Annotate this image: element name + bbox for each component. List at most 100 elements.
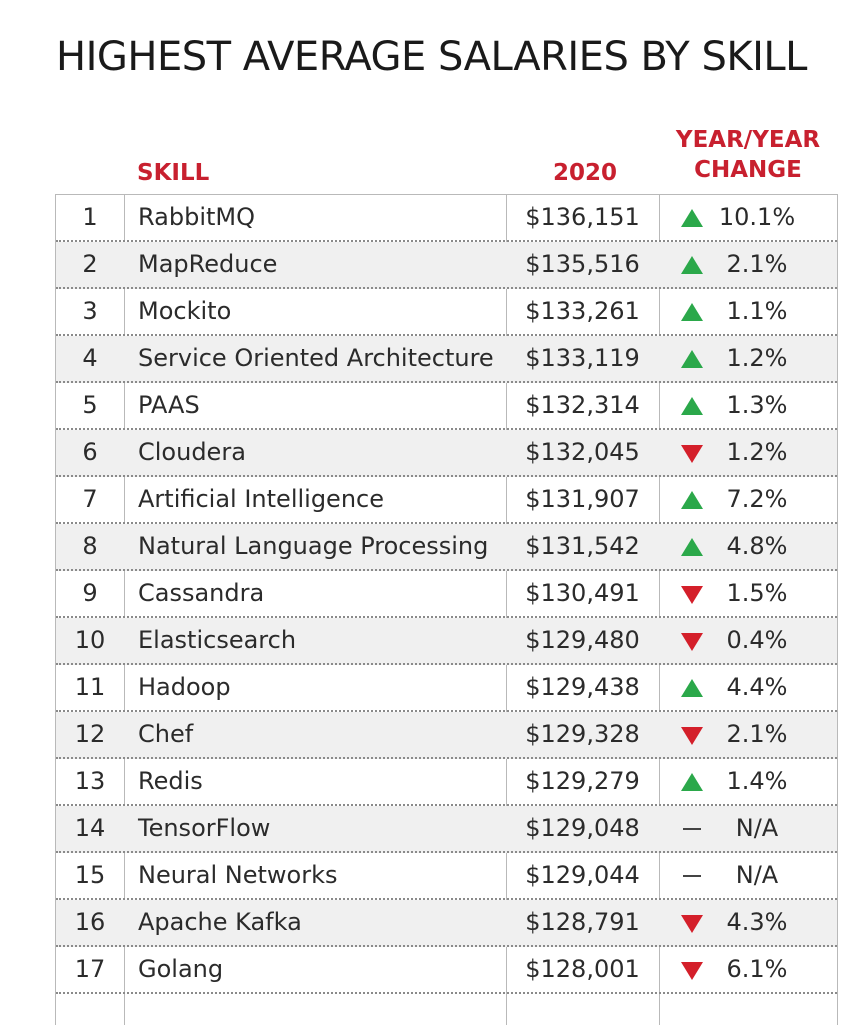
salary-cell: $132,314 <box>525 391 640 419</box>
down-arrow-icon <box>681 586 703 604</box>
salary-cell: $129,438 <box>525 673 640 701</box>
up-arrow-icon <box>681 397 703 415</box>
change-cell: 1.2% <box>661 430 837 475</box>
table-row: 10 Elasticsearch $129,480 0.4% <box>56 618 837 665</box>
change-value: 4.8% <box>726 532 788 560</box>
skill-cell: Golang <box>138 955 224 983</box>
table-row: 12 Chef $129,328 2.1% <box>56 712 837 759</box>
rank-cell: 1 <box>82 203 98 231</box>
change-value: 7.2% <box>726 485 788 513</box>
rank-cell: 9 <box>82 579 98 607</box>
change-value: 1.3% <box>726 391 788 419</box>
change-divider <box>659 195 660 1025</box>
change-header-line-2: CHANGE <box>694 157 802 183</box>
change-cell: 4.3% <box>661 900 837 945</box>
skill-cell: Cloudera <box>138 438 246 466</box>
table-row: 9 Cassandra $130,491 1.5% <box>56 571 837 618</box>
change-cell: 4.4% <box>661 665 837 710</box>
change-cell: 1.5% <box>661 571 837 616</box>
change-value: N/A <box>735 814 779 842</box>
up-arrow-icon <box>681 303 703 321</box>
salary-cell: $133,261 <box>525 297 640 325</box>
salary-divider <box>506 195 507 1025</box>
change-value: 0.4% <box>726 626 788 654</box>
change-cell: 1.4% <box>661 759 837 804</box>
rank-cell: 12 <box>74 720 106 748</box>
skill-cell: Chef <box>138 720 194 748</box>
change-cell: 2.1% <box>661 242 837 287</box>
change-cell: 0.4% <box>661 618 837 663</box>
change-cell: N/A <box>661 806 837 851</box>
rank-cell: 14 <box>74 814 106 842</box>
dash-icon <box>683 875 701 877</box>
rank-cell: 7 <box>82 485 98 513</box>
table-row: 1 RabbitMQ $136,151 10.1% <box>56 195 837 242</box>
table-row: 17 Golang $128,001 6.1% <box>56 947 837 994</box>
rank-cell: 11 <box>74 673 106 701</box>
down-arrow-icon <box>681 915 703 933</box>
change-value: 1.2% <box>726 438 788 466</box>
rank-cell: 16 <box>74 908 106 936</box>
rank-cell: 4 <box>82 344 98 372</box>
salary-cell: $128,791 <box>525 908 640 936</box>
up-arrow-icon <box>681 256 703 274</box>
salary-cell: $130,491 <box>525 579 640 607</box>
salary-cell: $129,328 <box>525 720 640 748</box>
salary-cell: $129,044 <box>525 861 640 889</box>
table-row: 6 Cloudera $132,045 1.2% <box>56 430 837 477</box>
skill-cell: Elasticsearch <box>138 626 297 654</box>
change-cell: 2.1% <box>661 712 837 757</box>
skill-cell: MapReduce <box>138 250 278 278</box>
rank-divider <box>124 195 125 1025</box>
change-value: 1.5% <box>726 579 788 607</box>
rank-cell: 13 <box>74 767 106 795</box>
change-value: N/A <box>735 861 779 889</box>
down-arrow-icon <box>681 727 703 745</box>
salary-cell: $133,119 <box>525 344 640 372</box>
skill-cell: Redis <box>138 767 203 795</box>
skill-cell: Cassandra <box>138 579 265 607</box>
table-row: 8 Natural Language Processing $131,542 4.8% <box>56 524 837 571</box>
rank-cell: 8 <box>82 532 98 560</box>
skill-cell: Natural Language Processing <box>138 532 489 560</box>
table-row: 2 MapReduce $135,516 2.1% <box>56 242 837 289</box>
change-value: 6.1% <box>726 955 788 983</box>
year-column-header: 2020 <box>552 160 617 186</box>
change-cell: 4.8% <box>661 524 837 569</box>
rank-cell: 3 <box>82 297 98 325</box>
table-row: 14 TensorFlow $129,048 N/A <box>56 806 837 853</box>
salary-cell: $131,542 <box>525 532 640 560</box>
rank-cell: 10 <box>74 626 106 654</box>
salary-cell: $131,907 <box>525 485 640 513</box>
table-row: 4 Service Oriented Architecture $133,119 1.… <box>56 336 837 383</box>
table-row: 3 Mockito $133,261 1.1% <box>56 289 837 336</box>
change-cell: N/A <box>661 853 837 898</box>
change-value: 2.1% <box>726 250 788 278</box>
skill-cell: Hadoop <box>138 673 231 701</box>
change-value: 4.3% <box>726 908 788 936</box>
change-value: 10.1% <box>718 203 796 231</box>
skill-column-header: SKILL <box>137 160 210 186</box>
up-arrow-icon <box>681 773 703 791</box>
rank-cell: 15 <box>74 861 106 889</box>
down-arrow-icon <box>681 633 703 651</box>
chart-title: HIGHEST AVERAGE SALARIES BY SKILL <box>56 34 807 80</box>
table-row: 13 Redis $129,279 1.4% <box>56 759 837 806</box>
down-arrow-icon <box>681 962 703 980</box>
change-header-line-1: YEAR/YEAR <box>675 127 821 153</box>
skill-cell: Neural Networks <box>138 861 338 889</box>
skill-cell: Artificial Intelligence <box>138 485 384 513</box>
salary-cell: $129,480 <box>525 626 640 654</box>
rank-cell: 2 <box>82 250 98 278</box>
change-cell: 6.1% <box>661 947 837 992</box>
table-row: 16 Apache Kafka $128,791 4.3% <box>56 900 837 947</box>
table-row: 11 Hadoop $129,438 4.4% <box>56 665 837 712</box>
salary-cell: $128,001 <box>525 955 640 983</box>
skill-cell: RabbitMQ <box>138 203 255 231</box>
change-cell: 1.2% <box>661 336 837 381</box>
down-arrow-icon <box>681 445 703 463</box>
salary-cell: $132,045 <box>525 438 640 466</box>
table-row: 5 PAAS $132,314 1.3% <box>56 383 837 430</box>
up-arrow-icon <box>681 538 703 556</box>
up-arrow-icon <box>681 350 703 368</box>
